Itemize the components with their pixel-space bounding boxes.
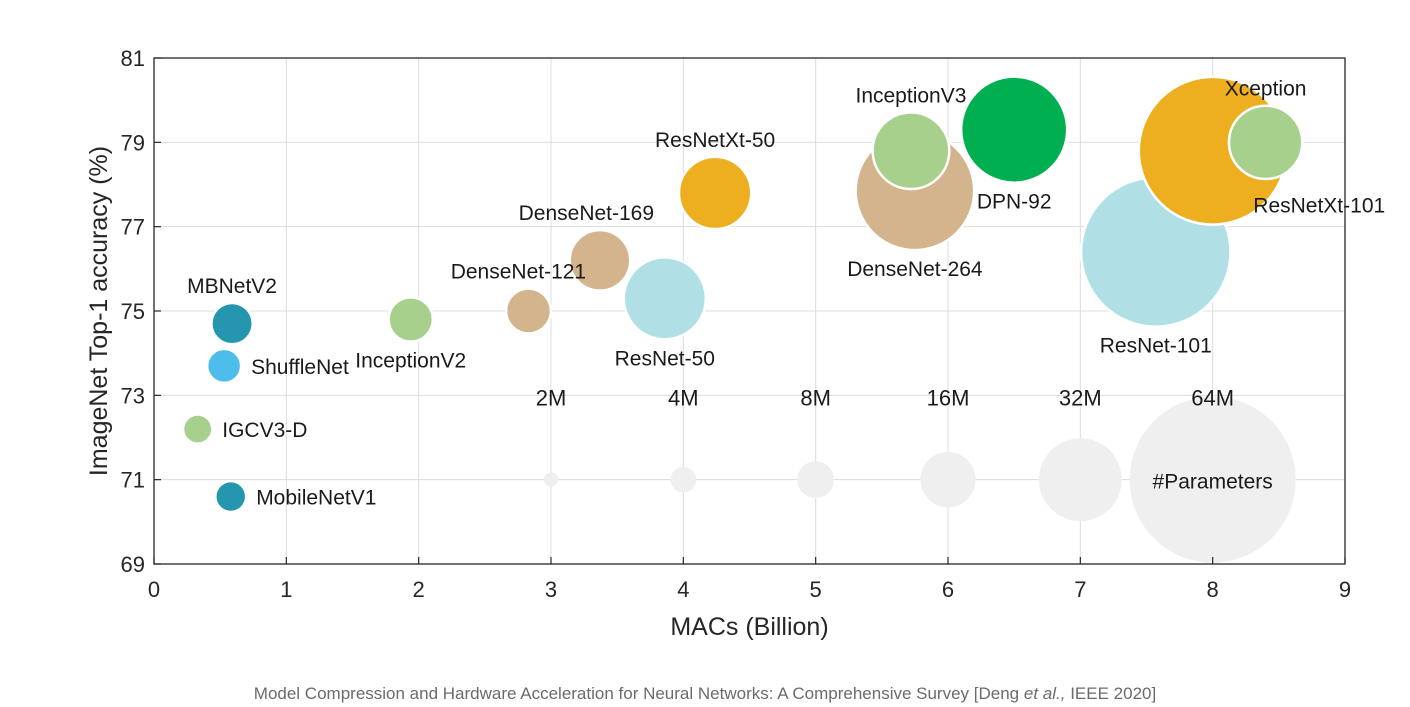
bubble-densenet-121 [504,287,553,335]
figure-caption: Model Compression and Hardware Accelerat… [0,684,1410,704]
legend-bubble-32m [1038,438,1122,522]
bubble-label-inceptionv2: InceptionV2 [355,350,466,373]
legend-size-label-4m: 4M [668,385,699,410]
y-tick-label-77: 77 [121,215,145,240]
y-tick-label-79: 79 [121,130,145,155]
x-tick-label-8: 8 [1207,577,1219,602]
legend-size-label-8m: 8M [800,385,831,410]
bubble-label-densenet-121: DenseNet-121 [451,261,586,284]
y-tick-label-81: 81 [121,46,145,71]
legend-title: #Parameters [1153,471,1273,494]
legend-size-label-64m: 64M [1191,385,1234,410]
bubble-label-densenet-264: DenseNet-264 [847,258,983,281]
caption-prefix: Model Compression and Hardware Accelerat… [253,684,1024,703]
bubble-label-mbnetv2: MBNetV2 [187,275,277,298]
bubble-label-resnet-101: ResNet-101 [1100,335,1212,358]
legend-bubble-16m [920,452,976,508]
x-axis-label: MACs (Billion) [670,613,828,641]
bubble-resnetxt-50 [677,155,753,231]
legend-size-label-16m: 16M [927,385,970,410]
axis-ticks: 0 1 2 3 4 5 6 7 8 9 69 71 73 75 77 79 81 [121,46,1352,602]
caption-etal: et al., [1023,684,1066,703]
bubble-xception [1227,104,1304,181]
bubble-label-resnetxt-50: ResNetXt-50 [655,129,775,152]
y-tick-label-71: 71 [121,468,145,493]
bubble-inceptionv2 [387,296,435,343]
legend-bubble-2m [543,472,559,487]
size-legend: 2M 4M 8M 16M 32M 64M #Parameters [536,385,1296,563]
x-tick-label-4: 4 [677,577,689,602]
bubble-dpn-92 [959,75,1069,184]
bubble-label-shufflenet: ShuffleNet [251,356,349,379]
bubble-igcv3-d [181,413,214,445]
x-tick-label-2: 2 [413,577,425,602]
bubble-labels: MBNetV2 ShuffleNet IGCV3-D MobileNetV1 Incep… [187,78,1385,510]
bubble-label-resnetxt-101: ResNetXt-101 [1253,195,1385,218]
legend-size-label-32m: 32M [1059,385,1102,410]
bubble-mobilenetv1 [214,479,248,514]
legend-bubble-64m [1129,396,1296,563]
bubble-label-densenet-169: DenseNet-169 [519,202,654,225]
y-axis-label: ImageNet Top-1 accuracy (%) [85,146,113,476]
caption-suffix: IEEE 2020] [1065,684,1157,703]
x-tick-label-0: 0 [148,577,160,602]
bubble-label-dpn-92: DPN-92 [977,191,1052,214]
bubble-resnet-50 [622,256,708,341]
x-tick-label-3: 3 [545,577,557,602]
y-tick-label-69: 69 [121,552,145,577]
bubble-chart: 2M 4M 8M 16M 32M 64M #Parameters MBNetV2 Shuffl… [85,46,1385,641]
y-tick-label-73: 73 [121,383,145,408]
bubble-shufflenet [205,347,243,385]
bubble-label-inceptionv3: InceptionV3 [855,84,966,107]
x-tick-label-7: 7 [1074,577,1086,602]
legend-bubble-4m [670,466,697,493]
bubble-densenet-169 [568,228,632,292]
y-tick-label-75: 75 [121,299,145,324]
legend-size-label-2m: 2M [536,385,567,410]
x-tick-label-6: 6 [942,577,954,602]
bubbles [181,75,1304,514]
x-tick-label-9: 9 [1339,577,1351,602]
x-tick-label-1: 1 [280,577,292,602]
bubble-label-igcv3-d: IGCV3-D [222,419,307,442]
bubble-mbnetv2 [210,301,254,346]
x-tick-label-5: 5 [810,577,822,602]
bubble-label-xception: Xception [1225,78,1307,101]
bubble-label-mobilenetv1: MobileNetV1 [256,487,376,510]
bubble-label-resnet-50: ResNet-50 [615,347,715,370]
legend-bubble-8m [797,461,835,499]
bubble-inceptionv3 [871,111,951,191]
